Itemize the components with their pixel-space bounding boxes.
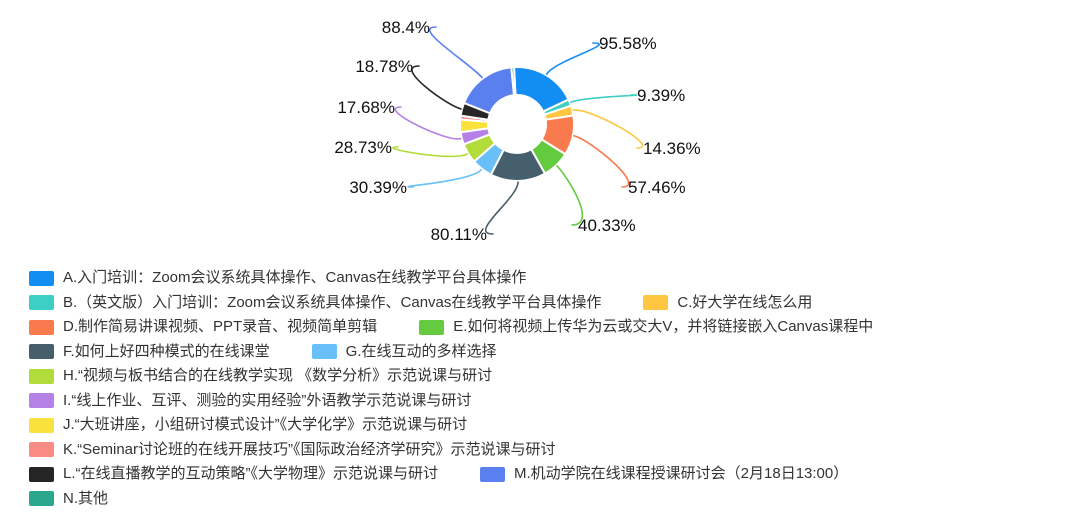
legend-row: B.（英文版）入门培训：Zoom会议系统具体操作、Canvas在线教学平台具体操… xyxy=(29,291,873,316)
legend-item-K[interactable]: K.“Seminar讨论班的在线开展技巧”《国际政治经济学研究》示范说课与研讨 xyxy=(29,440,556,459)
legend-swatch-C xyxy=(643,295,669,311)
legend-swatch-G xyxy=(311,344,337,360)
legend-item-G[interactable]: G.在线互动的多样选择 xyxy=(311,342,497,361)
legend-label-K: K.“Seminar讨论班的在线开展技巧”《国际政治经济学研究》示范说课与研讨 xyxy=(63,440,556,458)
legend-swatch-L xyxy=(29,466,54,482)
label-line-B xyxy=(569,94,638,104)
pct-label-I: 17.68% xyxy=(337,98,395,117)
pct-label-H: 28.73% xyxy=(334,138,392,157)
legend-swatch-F xyxy=(29,344,54,360)
legend-label-L: L.“在线直播教学的互动策略”《大学物理》示范说课与研讨 xyxy=(63,465,439,482)
legend-item-M[interactable]: M.机动学院在线课程授课研讨会（2月18日13:00） xyxy=(480,465,849,483)
legend-swatch-N xyxy=(29,491,54,507)
pct-label-A: 95.58% xyxy=(599,34,657,53)
legend-swatch-M xyxy=(480,466,506,482)
legend-label-B: B.（英文版）入门培训：Zoom会议系统具体操作、Canvas在线教学平台具体操… xyxy=(63,293,602,311)
legend-label-J: J.“大班讲座，小组研讨模式设计”《大学化学》示范说课与研讨 xyxy=(63,416,468,433)
pct-label-F: 80.11% xyxy=(431,225,487,244)
legend-item-C[interactable]: C.好大学在线怎么用 xyxy=(643,293,813,312)
legend-row: A.入门培训：Zoom会议系统具体操作、Canvas在线教学平台具体操作 xyxy=(29,266,873,291)
label-line-L xyxy=(411,65,462,110)
chart-legend: A.入门培训：Zoom会议系统具体操作、Canvas在线教学平台具体操作 B.（英… xyxy=(29,266,873,511)
legend-swatch-H xyxy=(29,368,54,384)
legend-swatch-A xyxy=(29,270,54,286)
label-line-G xyxy=(407,168,483,188)
label-line-H xyxy=(392,146,469,158)
legend-row: K.“Seminar讨论班的在线开展技巧”《国际政治经济学研究》示范说课与研讨 xyxy=(29,438,873,463)
legend-item-J[interactable]: J.“大班讲座，小组研讨模式设计”《大学化学》示范说课与研讨 xyxy=(29,416,468,434)
legend-label-F: F.如何上好四种模式的在线课堂 xyxy=(63,342,270,360)
legend-item-H[interactable]: H.“视频与板书结合的在线教学实现 《数学分析》示范说课与研讨 xyxy=(29,367,493,385)
legend-label-D: D.制作简易讲课视频、PPT录音、视频简单剪辑 xyxy=(63,318,378,335)
legend-item-E[interactable]: E.如何将视频上传华为云或交大V，并将链接嵌入Canvas课程中 xyxy=(419,318,874,336)
label-line-A xyxy=(545,42,600,75)
legend-item-L[interactable]: L.“在线直播教学的互动策略”《大学物理》示范说课与研讨 xyxy=(29,465,439,483)
legend-item-D[interactable]: D.制作简易讲课视频、PPT录音、视频简单剪辑 xyxy=(29,318,378,336)
pct-label-G: 30.39% xyxy=(349,178,407,197)
legend-swatch-J xyxy=(29,417,54,433)
legend-swatch-E xyxy=(419,319,445,335)
legend-label-M: M.机动学院在线课程授课研讨会（2月18日13:00） xyxy=(514,465,849,482)
legend-swatch-D xyxy=(29,319,54,335)
legend-row: J.“大班讲座，小组研讨模式设计”《大学化学》示范说课与研讨 xyxy=(29,413,873,438)
legend-swatch-K xyxy=(29,442,54,458)
pct-label-C: 14.36% xyxy=(643,139,701,158)
donut-chart: 95.58% 9.39% 14.36% 57.46% 40.33% 80.11% 30.39… xyxy=(334,18,701,244)
pie-slice-M[interactable] xyxy=(463,66,516,115)
legend-label-A: A.入门培训：Zoom会议系统具体操作、Canvas在线教学平台具体操作 xyxy=(63,269,527,286)
label-line-M xyxy=(428,26,483,79)
legend-row: L.“在线直播教学的互动策略”《大学物理》示范说课与研讨 M.机动学院在线课程授课… xyxy=(29,462,873,487)
legend-row: N.其他 xyxy=(29,487,873,512)
legend-item-A[interactable]: A.入门培训：Zoom会议系统具体操作、Canvas在线教学平台具体操作 xyxy=(29,269,527,287)
legend-row: I.“线上作业、互评、测验的实用经验”外语教学示范说课与研讨 xyxy=(29,389,873,414)
legend-item-B[interactable]: B.（英文版）入门培训：Zoom会议系统具体操作、Canvas在线教学平台具体操… xyxy=(29,293,602,312)
label-line-C xyxy=(572,109,644,149)
pct-label-E: 40.33% xyxy=(578,216,636,235)
legend-item-I[interactable]: I.“线上作业、互评、测验的实用经验”外语教学示范说课与研讨 xyxy=(29,391,472,410)
pct-label-B: 9.39% xyxy=(637,86,685,105)
legend-row: D.制作简易讲课视频、PPT录音、视频简单剪辑 E.如何将视频上传华为云或交大V，… xyxy=(29,315,873,340)
label-line-I xyxy=(394,106,462,140)
legend-item-N[interactable]: N.其他 xyxy=(29,489,109,508)
pie-slice-N[interactable] xyxy=(510,66,517,97)
legend-label-E: E.如何将视频上传华为云或交大V，并将链接嵌入Canvas课程中 xyxy=(453,318,874,335)
legend-label-N: N.其他 xyxy=(63,489,109,507)
legend-label-C: C.好大学在线怎么用 xyxy=(677,293,813,311)
legend-label-H: H.“视频与板书结合的在线教学实现 《数学分析》示范说课与研讨 xyxy=(63,367,493,384)
legend-item-F[interactable]: F.如何上好四种模式的在线课堂 xyxy=(29,342,270,361)
pct-label-D: 57.46% xyxy=(628,178,686,197)
label-line-D xyxy=(572,135,630,188)
legend-swatch-I xyxy=(29,393,54,409)
pct-label-M: 88.4% xyxy=(382,18,430,37)
legend-row: F.如何上好四种模式的在线课堂 G.在线互动的多样选择 xyxy=(29,340,873,365)
pct-label-L: 18.78% xyxy=(355,57,413,76)
legend-label-I: I.“线上作业、互评、测验的实用经验”外语教学示范说课与研讨 xyxy=(63,391,472,409)
legend-row: H.“视频与板书结合的在线教学实现 《数学分析》示范说课与研讨 xyxy=(29,364,873,389)
legend-swatch-B xyxy=(29,295,54,311)
label-line-F xyxy=(484,181,519,235)
label-line-E xyxy=(556,165,584,226)
legend-label-G: G.在线互动的多样选择 xyxy=(345,342,497,360)
